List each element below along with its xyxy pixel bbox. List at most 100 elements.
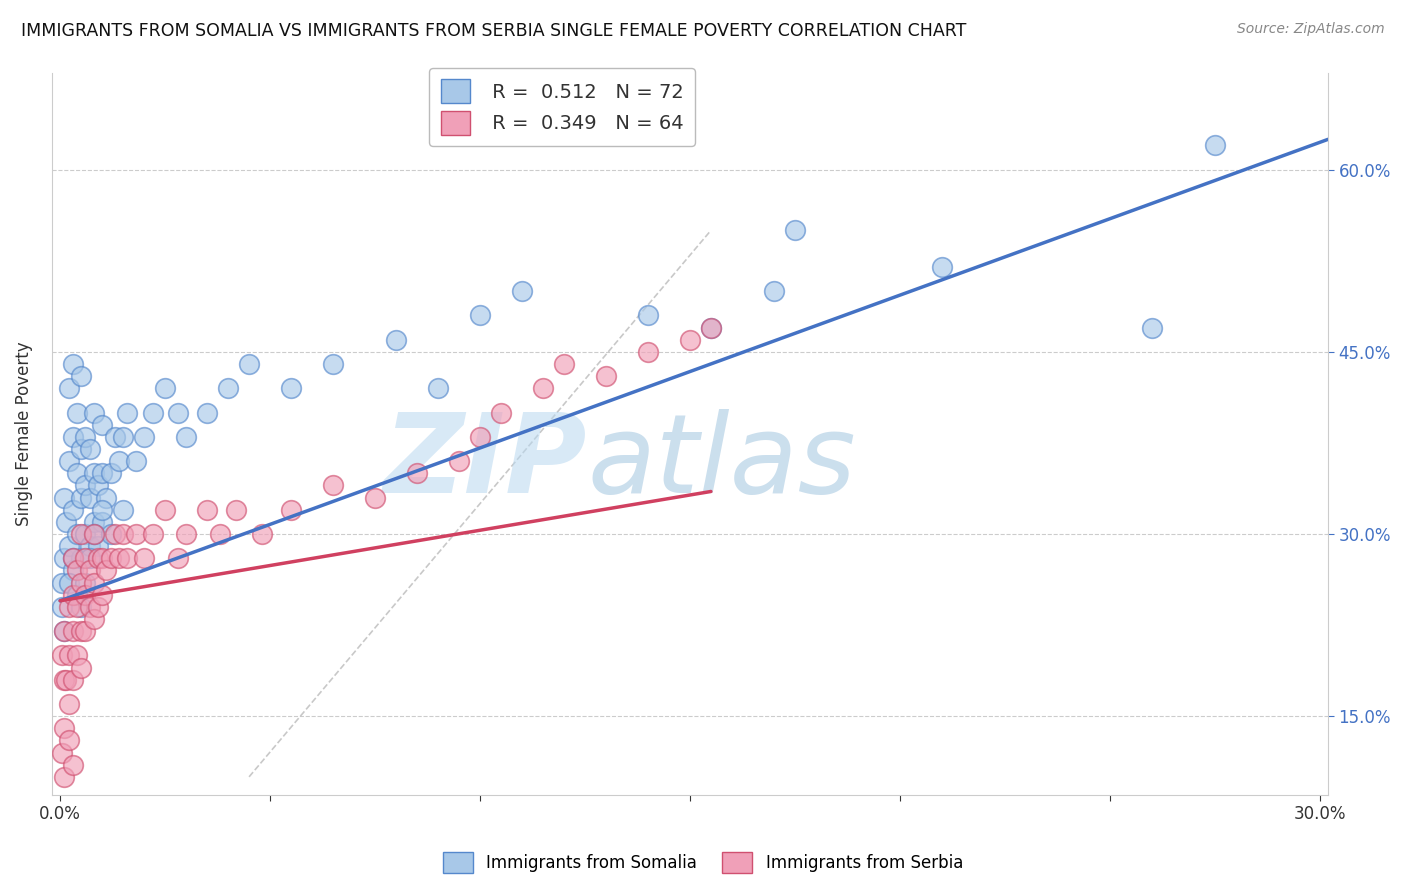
- Point: [510, 284, 533, 298]
- Point: [58, 648, 80, 663]
- Point: [100, 527, 122, 541]
- Point: [322, 478, 344, 492]
- Point: [70, 660, 93, 674]
- Point: [51, 575, 73, 590]
- Point: [70, 575, 93, 590]
- Point: [62, 624, 84, 639]
- Point: [79, 442, 101, 456]
- Point: [75, 527, 97, 541]
- Point: [195, 502, 218, 516]
- Point: [104, 430, 127, 444]
- Point: [468, 430, 491, 444]
- Point: [66, 599, 89, 614]
- Point: [79, 491, 101, 505]
- Point: [468, 309, 491, 323]
- Point: [51, 599, 73, 614]
- Point: [62, 430, 84, 444]
- Point: [91, 502, 114, 516]
- Point: [489, 405, 512, 419]
- Point: [174, 527, 197, 541]
- Point: [166, 551, 188, 566]
- Point: [79, 551, 101, 566]
- Point: [141, 527, 163, 541]
- Point: [58, 733, 80, 747]
- Point: [70, 442, 93, 456]
- Point: [58, 575, 80, 590]
- Point: [280, 381, 302, 395]
- Point: [1204, 138, 1226, 153]
- Point: [108, 454, 131, 468]
- Point: [112, 502, 135, 516]
- Point: [322, 357, 344, 371]
- Point: [62, 551, 84, 566]
- Point: [87, 478, 110, 492]
- Point: [112, 430, 135, 444]
- Point: [70, 624, 93, 639]
- Point: [217, 381, 239, 395]
- Point: [62, 563, 84, 577]
- Point: [75, 478, 97, 492]
- Point: [385, 333, 408, 347]
- Point: [83, 467, 105, 481]
- Point: [700, 320, 723, 334]
- Text: IMMIGRANTS FROM SOMALIA VS IMMIGRANTS FROM SERBIA SINGLE FEMALE POVERTY CORRELAT: IMMIGRANTS FROM SOMALIA VS IMMIGRANTS FR…: [21, 22, 966, 40]
- Point: [66, 467, 89, 481]
- Point: [679, 333, 702, 347]
- Point: [83, 575, 105, 590]
- Point: [280, 502, 302, 516]
- Point: [70, 491, 93, 505]
- Point: [62, 502, 84, 516]
- Point: [931, 260, 953, 274]
- Point: [62, 588, 84, 602]
- Point: [66, 527, 89, 541]
- Point: [531, 381, 554, 395]
- Point: [104, 527, 127, 541]
- Point: [53, 624, 76, 639]
- Point: [87, 551, 110, 566]
- Point: [700, 320, 723, 334]
- Point: [112, 527, 135, 541]
- Point: [100, 467, 122, 481]
- Y-axis label: Single Female Poverty: Single Female Poverty: [15, 342, 32, 526]
- Point: [75, 551, 97, 566]
- Point: [53, 551, 76, 566]
- Legend: Immigrants from Somalia, Immigrants from Serbia: Immigrants from Somalia, Immigrants from…: [436, 846, 970, 880]
- Point: [75, 588, 97, 602]
- Point: [238, 357, 260, 371]
- Point: [75, 430, 97, 444]
- Point: [53, 721, 76, 735]
- Point: [87, 599, 110, 614]
- Legend:  R =  0.512   N = 72,  R =  0.349   N = 64: R = 0.512 N = 72, R = 0.349 N = 64: [429, 68, 695, 146]
- Point: [58, 697, 80, 711]
- Point: [447, 454, 470, 468]
- Point: [108, 551, 131, 566]
- Point: [83, 527, 105, 541]
- Point: [83, 405, 105, 419]
- Point: [762, 284, 785, 298]
- Point: [153, 502, 176, 516]
- Point: [66, 588, 89, 602]
- Point: [53, 770, 76, 784]
- Text: atlas: atlas: [588, 409, 856, 516]
- Point: [75, 575, 97, 590]
- Point: [79, 539, 101, 553]
- Point: [83, 515, 105, 529]
- Point: [96, 491, 118, 505]
- Point: [70, 599, 93, 614]
- Point: [53, 491, 76, 505]
- Point: [58, 381, 80, 395]
- Point: [70, 369, 93, 384]
- Point: [364, 491, 387, 505]
- Point: [153, 381, 176, 395]
- Point: [55, 515, 77, 529]
- Point: [58, 454, 80, 468]
- Point: [195, 405, 218, 419]
- Point: [53, 624, 76, 639]
- Point: [75, 624, 97, 639]
- Point: [66, 563, 89, 577]
- Point: [62, 357, 84, 371]
- Point: [62, 757, 84, 772]
- Point: [174, 430, 197, 444]
- Point: [117, 405, 139, 419]
- Point: [58, 599, 80, 614]
